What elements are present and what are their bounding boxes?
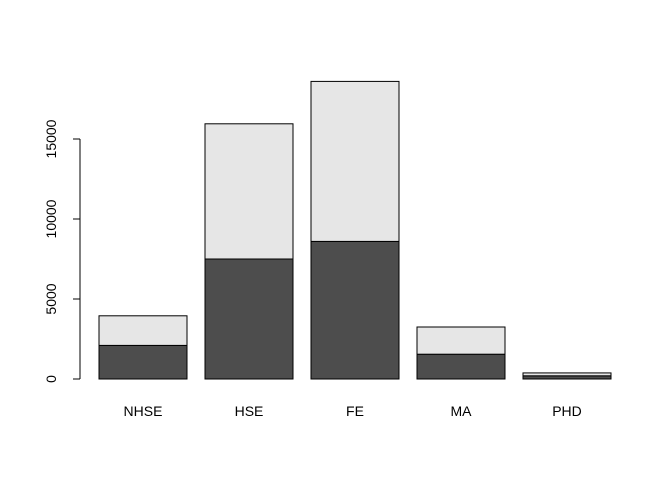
x-tick-label-fe: FE — [346, 403, 364, 419]
bar-nhse-segment-2 — [98, 315, 188, 346]
bars-layer — [98, 80, 612, 380]
y-tick-label: 15000 — [43, 119, 59, 158]
bar-nhse-segment-1 — [98, 344, 188, 380]
bar-hse-segment-1 — [204, 258, 294, 380]
bar-ma-segment-2 — [416, 326, 506, 355]
y-tick-label: 5000 — [43, 283, 59, 314]
bar-fe-segment-2 — [310, 80, 400, 242]
bar-ma-segment-1 — [416, 353, 506, 380]
bar-phd-segment-2 — [522, 372, 612, 377]
x-tick-label-nhse: NHSE — [124, 403, 163, 419]
bar-hse-segment-2 — [204, 123, 294, 260]
bar-fe-segment-1 — [310, 240, 400, 380]
y-tick-label: 10000 — [43, 199, 59, 238]
x-tick-label-hse: HSE — [235, 403, 264, 419]
y-tick-label: 0 — [43, 375, 59, 383]
x-axis-labels: NHSE HSE FE MA PHD — [124, 403, 582, 419]
y-axis: 0 5000 10000 15000 — [43, 119, 81, 383]
x-tick-label-phd: PHD — [552, 403, 582, 419]
x-tick-label-ma: MA — [451, 403, 473, 419]
